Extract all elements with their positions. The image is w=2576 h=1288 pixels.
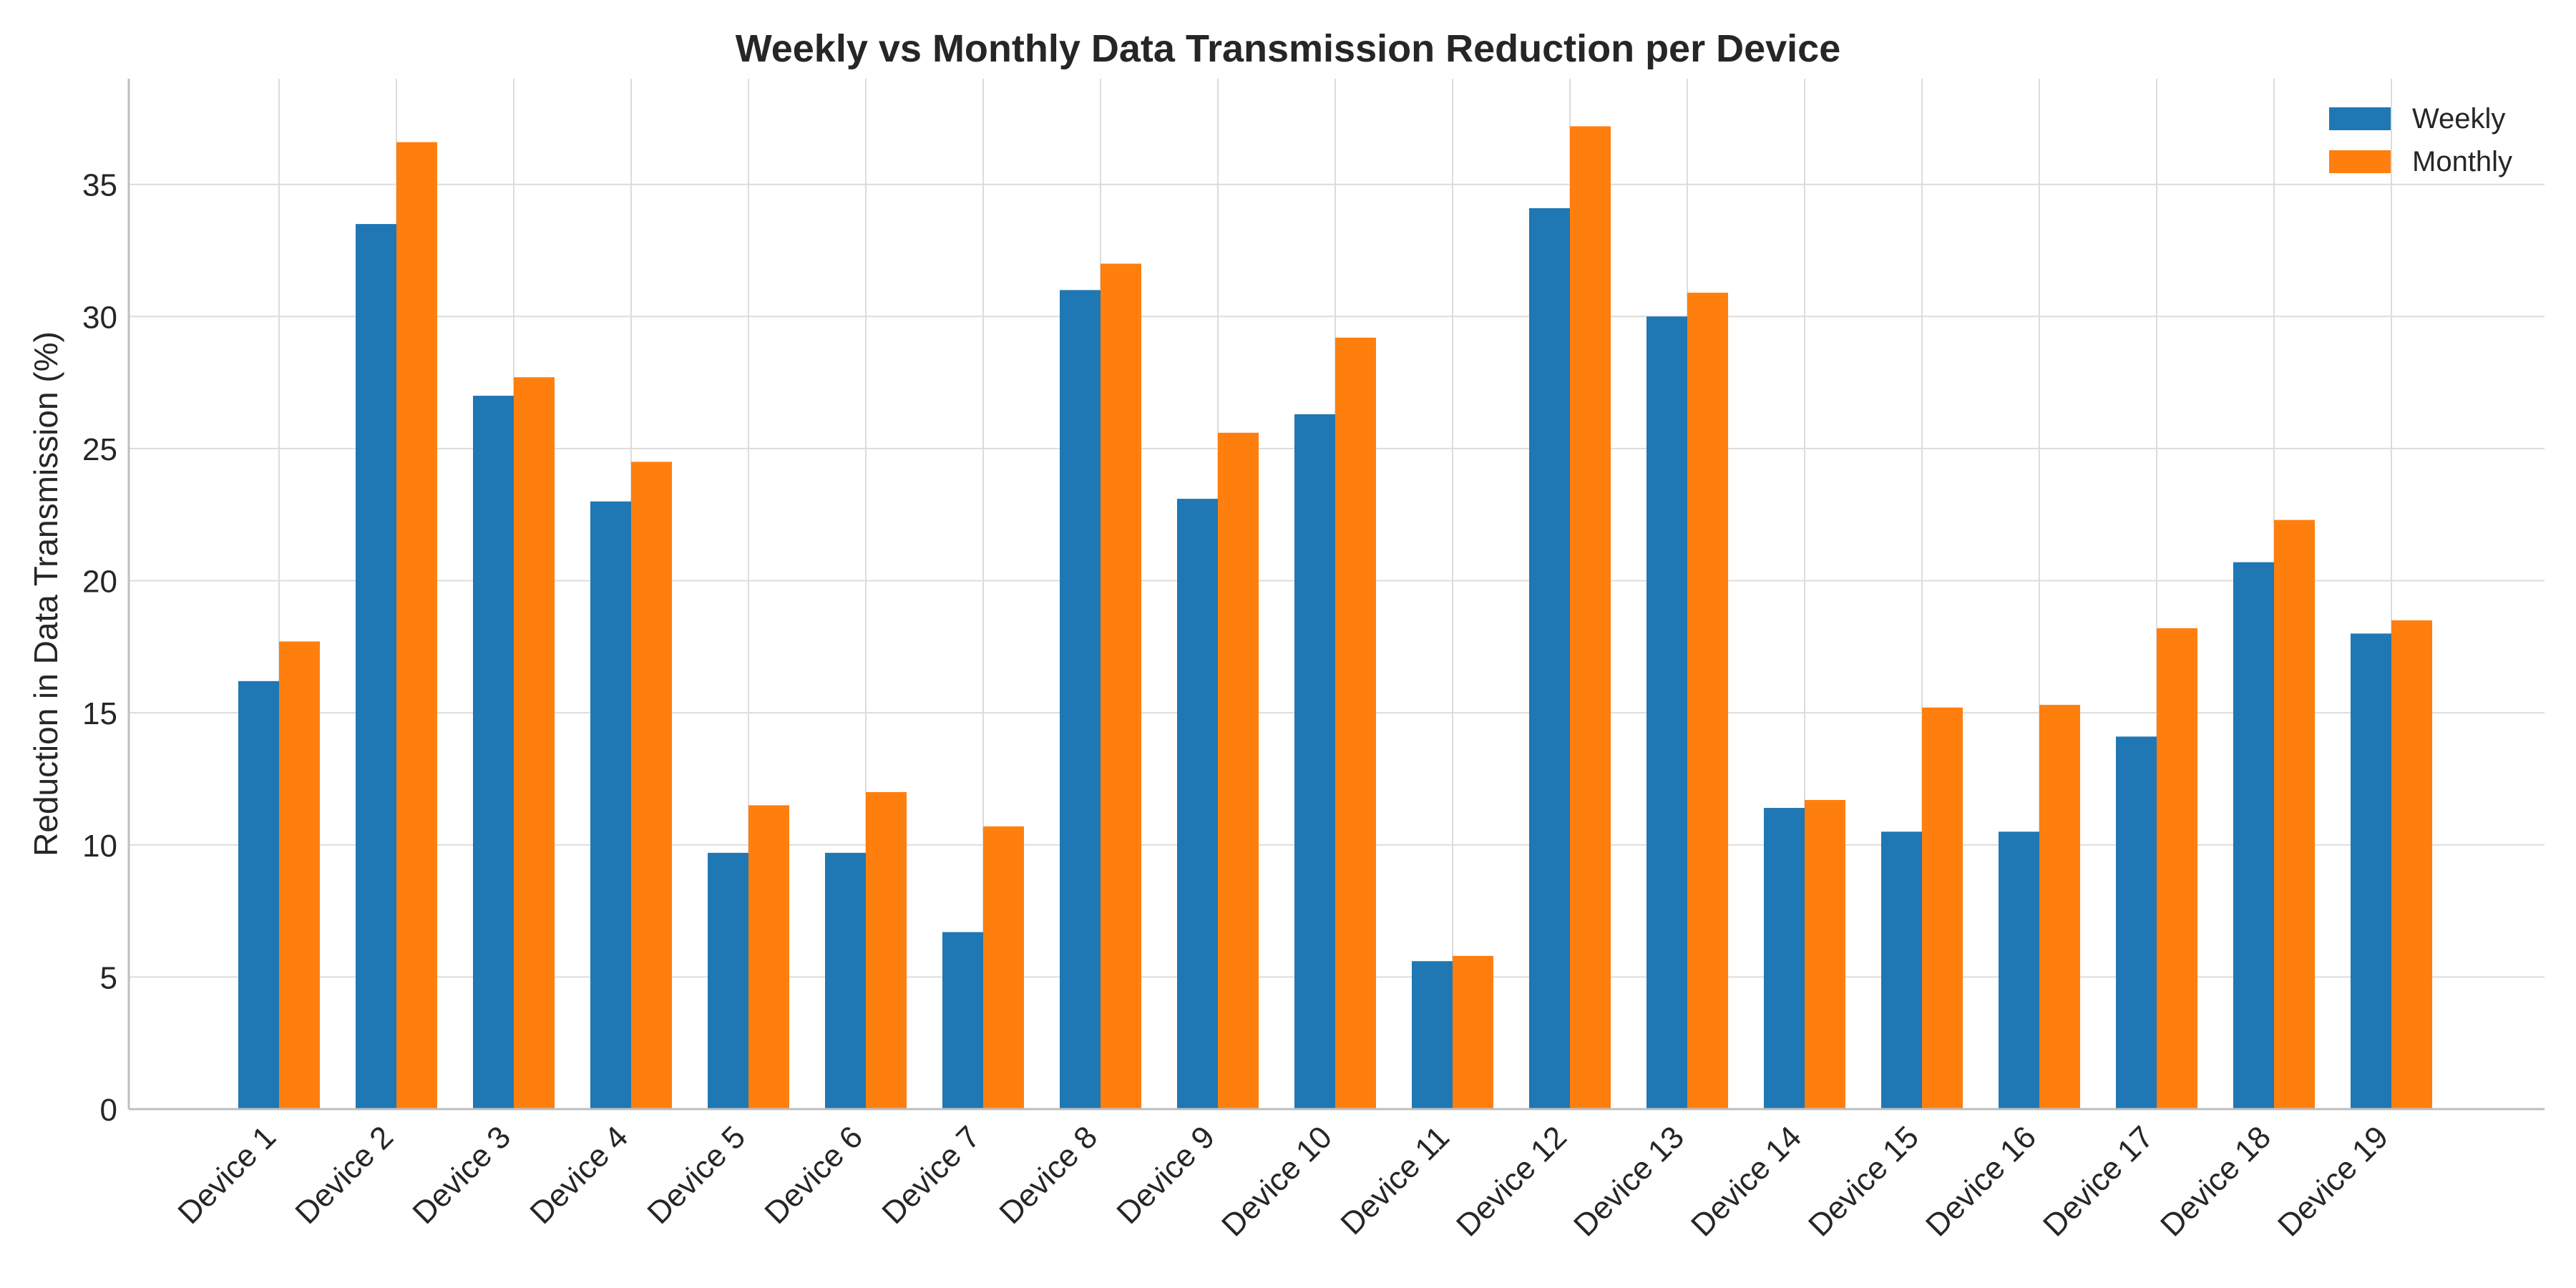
bar-monthly bbox=[1570, 126, 1611, 1109]
bar-weekly bbox=[1177, 499, 1218, 1109]
legend-label-weekly: Weekly bbox=[2412, 103, 2505, 135]
bar-monthly bbox=[1218, 432, 1259, 1109]
bar-weekly bbox=[1999, 831, 2039, 1109]
x-tick-label: Device 1 bbox=[171, 1119, 283, 1231]
bar-weekly bbox=[590, 501, 631, 1109]
y-tick-label: 25 bbox=[82, 432, 117, 467]
x-tick-label: Device 11 bbox=[1334, 1119, 1456, 1241]
bar-weekly bbox=[1060, 290, 1101, 1109]
x-tick-label: Device 18 bbox=[2154, 1119, 2278, 1243]
bar-monthly bbox=[1805, 800, 1845, 1109]
bar-monthly bbox=[1335, 337, 1376, 1109]
y-tick-label: 0 bbox=[100, 1093, 117, 1128]
bar-monthly bbox=[1922, 707, 1963, 1109]
bar-weekly bbox=[942, 932, 983, 1109]
bar-monthly bbox=[2274, 519, 2315, 1109]
bar-monthly bbox=[1453, 955, 1493, 1109]
bar-monthly bbox=[396, 142, 437, 1110]
x-tick-label: Device 12 bbox=[1450, 1119, 1574, 1243]
bar-monthly bbox=[1687, 293, 1728, 1110]
bar-weekly bbox=[825, 852, 866, 1109]
bar-weekly bbox=[2233, 562, 2274, 1109]
axes bbox=[127, 79, 2545, 1111]
bar-weekly bbox=[2351, 633, 2391, 1109]
chart-title: Weekly vs Monthly Data Transmission Redu… bbox=[736, 27, 1840, 70]
bar-weekly bbox=[473, 396, 514, 1109]
bar-weekly bbox=[356, 224, 396, 1110]
x-tick-label: Device 16 bbox=[1919, 1119, 2043, 1243]
bar-weekly bbox=[1764, 808, 1805, 1109]
y-tick-label: 20 bbox=[82, 565, 117, 600]
x-tick-label: Device 3 bbox=[406, 1119, 517, 1231]
x-tick-label: Device 2 bbox=[288, 1119, 400, 1231]
y-tick-label: 10 bbox=[82, 829, 117, 864]
x-tick-label: Device 6 bbox=[758, 1119, 869, 1231]
x-tick-label: Device 7 bbox=[875, 1119, 987, 1231]
bar-weekly bbox=[1881, 831, 1922, 1109]
bar-monthly bbox=[631, 462, 672, 1109]
bar-weekly bbox=[2116, 736, 2157, 1109]
legend-swatch-weekly bbox=[2329, 107, 2391, 130]
x-tick-label: Device 4 bbox=[523, 1119, 635, 1231]
bar-monthly bbox=[1101, 263, 1141, 1109]
x-tick-label: Device 17 bbox=[2036, 1119, 2160, 1243]
bar-monthly bbox=[2039, 705, 2080, 1109]
x-tick-label: Device 14 bbox=[1684, 1119, 1808, 1243]
x-tick-label: Device 15 bbox=[1802, 1119, 1926, 1243]
bar-weekly bbox=[708, 852, 748, 1109]
bar-weekly bbox=[238, 680, 279, 1109]
y-axis-label: Reduction in Data Transmission (%) bbox=[27, 331, 64, 857]
bar-weekly bbox=[1646, 316, 1687, 1110]
x-tick-label: Device 19 bbox=[2271, 1119, 2395, 1243]
y-tick-label: 15 bbox=[82, 696, 117, 731]
bar-monthly bbox=[2391, 620, 2432, 1109]
bar-monthly bbox=[866, 791, 907, 1109]
y-tick-label: 35 bbox=[82, 168, 117, 203]
bar-monthly bbox=[983, 826, 1024, 1109]
x-tick-label: Device 5 bbox=[640, 1119, 752, 1231]
y-tick-label: 30 bbox=[82, 300, 117, 335]
bar-weekly bbox=[1529, 208, 1570, 1109]
x-tick-label: Device 9 bbox=[1110, 1119, 1221, 1231]
y-tick-label: 5 bbox=[100, 960, 117, 995]
bar-monthly bbox=[2157, 628, 2197, 1109]
x-tick-label: Device 10 bbox=[1215, 1119, 1339, 1243]
bar-monthly bbox=[279, 641, 320, 1109]
x-tick-label: Device 8 bbox=[992, 1119, 1104, 1231]
legend-swatch-monthly bbox=[2329, 150, 2391, 173]
legend: Weekly Monthly bbox=[2329, 103, 2512, 177]
bar-weekly bbox=[1294, 414, 1335, 1109]
bar-monthly bbox=[514, 377, 555, 1109]
x-tick-label: Device 13 bbox=[1567, 1119, 1691, 1243]
bars bbox=[238, 126, 2432, 1110]
bar-weekly bbox=[1412, 961, 1453, 1109]
legend-label-monthly: Monthly bbox=[2412, 146, 2512, 177]
bar-monthly bbox=[748, 805, 789, 1109]
